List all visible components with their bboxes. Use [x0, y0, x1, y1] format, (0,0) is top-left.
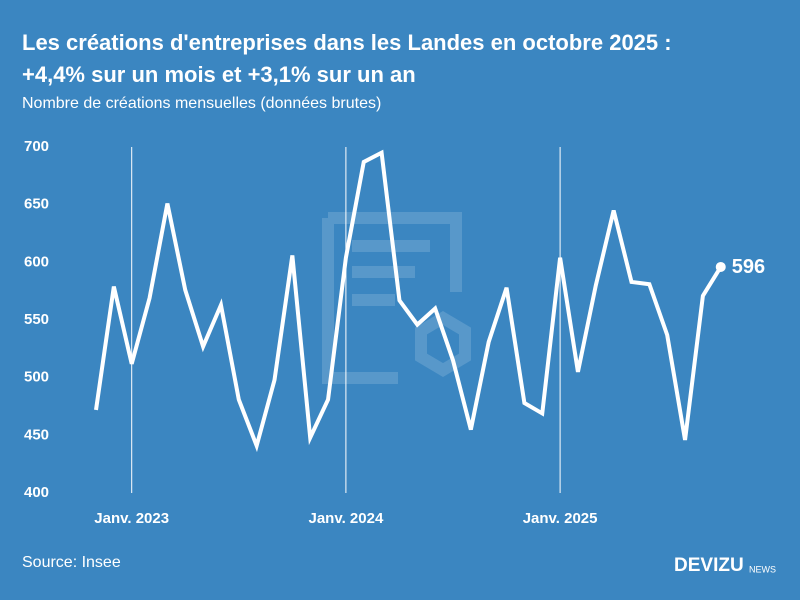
brand-suffix: NEWS — [749, 564, 776, 574]
y-tick-label: 600 — [24, 253, 49, 270]
line — [94, 149, 723, 453]
end-point — [715, 261, 726, 272]
data-label: 596 — [732, 256, 765, 278]
chart-title: +4,4% sur un mois et +3,1% sur un an — [22, 62, 416, 87]
y-tick-label: 450 — [24, 426, 49, 443]
brand: DEVIZU — [674, 555, 744, 576]
y-tick-label: 400 — [24, 484, 49, 501]
x-tick-label: Janv. 2025 — [523, 510, 598, 527]
y-tick-label: 500 — [24, 369, 49, 386]
y-tick-label: 650 — [24, 196, 49, 213]
y-tick-label: 550 — [24, 311, 49, 328]
chart-title: Les créations d'entreprises dans les Lan… — [22, 30, 672, 55]
x-tick-label: Janv. 2023 — [94, 510, 169, 527]
source: Source: Insee — [22, 554, 121, 571]
x-tick-label: Janv. 2024 — [309, 510, 384, 527]
chart-subtitle: Nombre de créations mensuelles (données … — [22, 95, 381, 112]
y-tick-label: 700 — [24, 138, 49, 155]
